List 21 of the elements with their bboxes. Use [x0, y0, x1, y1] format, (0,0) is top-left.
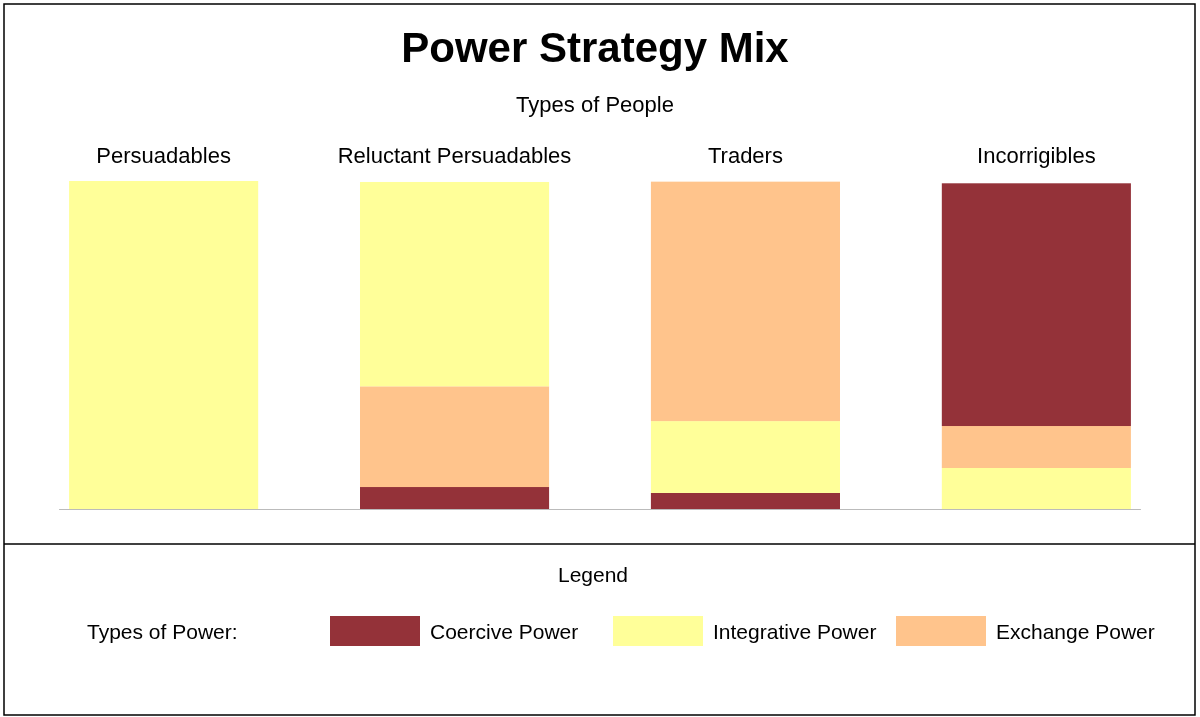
bar [650, 421, 840, 493]
x-tick-label: Traders [707, 143, 783, 168]
x-tick-label: Reluctant Persuadables [337, 143, 572, 168]
bar [360, 487, 550, 509]
bar [69, 181, 259, 509]
bar [941, 426, 1131, 468]
bar [360, 181, 550, 387]
bar [650, 492, 840, 509]
x-tick-label: Incorrigibles [977, 143, 1096, 168]
x-axis-title: Types of People [516, 92, 674, 117]
legend-label: Exchange Power [996, 620, 1155, 643]
legend-label: Integrative Power [713, 620, 877, 643]
bar [941, 183, 1131, 427]
bar [941, 468, 1131, 509]
x-tick-label: Persuadables [96, 143, 231, 168]
text: Types of Power: [87, 620, 238, 643]
bar [650, 181, 840, 422]
legend-label: Coercive Power [430, 620, 579, 643]
legend-title: Legend [557, 563, 629, 586]
chart-title: Power Strategy Mix [401, 24, 790, 71]
bar [360, 386, 550, 488]
